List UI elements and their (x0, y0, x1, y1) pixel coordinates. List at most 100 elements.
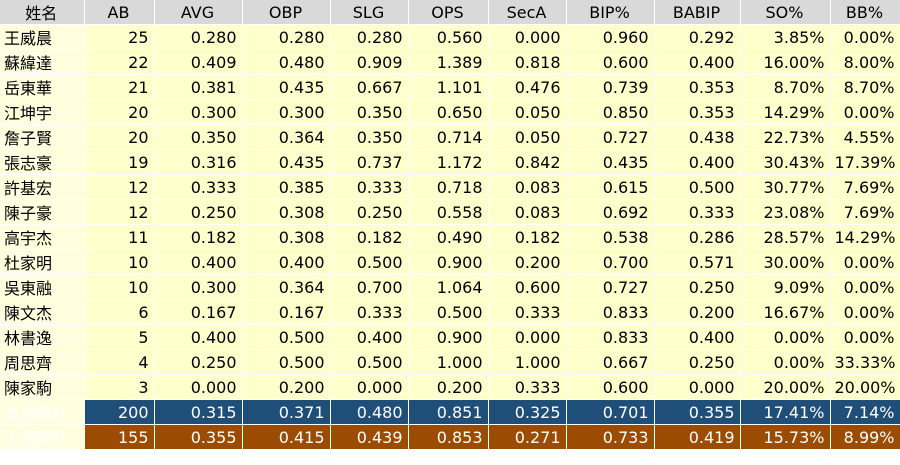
stat-cell-ab: 5 (84, 324, 155, 350)
stat-cell-slg: 0.500 (330, 349, 409, 375)
table-row: 張志豪 19 0.316 0.435 0.737 1.172 0.842 0.435 0.400… (0, 149, 900, 175)
stat-cell-avg: 0.350 (154, 124, 243, 150)
stat-cell-bip: 0.833 (566, 324, 655, 350)
stat-cell-bb: 8.00% (830, 49, 900, 75)
stat-cell-seca: 0.083 (488, 174, 567, 200)
stat-cell-obp: 0.480 (242, 49, 331, 75)
player-name-cell: 高宇杰 (0, 224, 85, 250)
stat-cell-babip: 0.250 (654, 349, 741, 375)
table-row: 陳文杰 6 0.167 0.167 0.333 0.500 0.333 0.833 0.200 1… (0, 299, 900, 325)
stat-cell-so: 28.57% (740, 224, 831, 250)
stat-cell-ops: 0.560 (408, 24, 489, 50)
total-cell-obp: 0.415 (242, 424, 331, 450)
total-cell-bip: 0.701 (566, 399, 655, 425)
stat-cell-obp: 0.300 (242, 99, 331, 125)
stat-cell-so: 9.09% (740, 274, 831, 300)
stat-cell-slg: 0.280 (330, 24, 409, 50)
stat-cell-ab: 4 (84, 349, 155, 375)
stat-cell-so: 22.73% (740, 124, 831, 150)
stat-cell-so: 0.00% (740, 324, 831, 350)
stat-cell-bip: 0.727 (566, 274, 655, 300)
total-cell-ab: 200 (84, 399, 155, 425)
stat-cell-ops: 1.101 (408, 74, 489, 100)
stat-cell-ops: 0.558 (408, 199, 489, 225)
column-header-bip: BIP% (566, 0, 655, 25)
stat-cell-avg: 0.381 (154, 74, 243, 100)
total-cell-babip: 0.419 (654, 424, 741, 450)
stat-cell-so: 16.00% (740, 49, 831, 75)
stat-cell-ops: 0.500 (408, 299, 489, 325)
stat-cell-slg: 0.182 (330, 224, 409, 250)
stat-cell-ops: 0.900 (408, 249, 489, 275)
stat-cell-ab: 12 (84, 199, 155, 225)
stat-cell-so: 8.70% (740, 74, 831, 100)
stat-cell-ops: 0.714 (408, 124, 489, 150)
stat-cell-ops: 1.172 (408, 149, 489, 175)
stat-cell-slg: 0.250 (330, 199, 409, 225)
stat-cell-ab: 10 (84, 274, 155, 300)
total-cell-avg: 0.355 (154, 424, 243, 450)
stat-cell-babip: 0.333 (654, 199, 741, 225)
stat-cell-avg: 0.182 (154, 224, 243, 250)
stat-cell-seca: 0.818 (488, 49, 567, 75)
total-cell-ab: 155 (84, 424, 155, 450)
stat-cell-slg: 0.333 (330, 299, 409, 325)
stat-cell-so: 14.29% (740, 99, 831, 125)
stat-cell-avg: 0.000 (154, 374, 243, 400)
stat-cell-bb: 7.69% (830, 174, 900, 200)
total-cell-bb: 7.14% (830, 399, 900, 425)
player-name-cell: 周思齊 (0, 349, 85, 375)
total-label-cell: 本週總計 (0, 399, 85, 425)
total-cell-slg: 0.439 (330, 424, 409, 450)
stat-cell-ops: 0.490 (408, 224, 489, 250)
stat-cell-obp: 0.200 (242, 374, 331, 400)
total-cell-bip: 0.733 (566, 424, 655, 450)
batting-stats-table: 姓名 AB AVG OBP SLG OPS SecA BIP% BABIP SO% BB% 王威晨 2… (0, 0, 900, 450)
stat-cell-seca: 0.200 (488, 249, 567, 275)
total-cell-obp: 0.371 (242, 399, 331, 425)
stat-cell-bb: 4.55% (830, 124, 900, 150)
stat-cell-babip: 0.400 (654, 149, 741, 175)
stat-cell-ab: 6 (84, 299, 155, 325)
column-header-avg: AVG (154, 0, 243, 25)
stat-cell-slg: 0.667 (330, 74, 409, 100)
stat-cell-ab: 21 (84, 74, 155, 100)
total-row-last-week: 上週總計 155 0.355 0.415 0.439 0.853 0.271 0.733 0.4… (0, 424, 900, 450)
player-name-cell: 吳東融 (0, 274, 85, 300)
stat-cell-so: 30.43% (740, 149, 831, 175)
stat-cell-obp: 0.364 (242, 274, 331, 300)
stat-cell-obp: 0.308 (242, 199, 331, 225)
stat-cell-ab: 19 (84, 149, 155, 175)
stat-cell-bip: 0.538 (566, 224, 655, 250)
table-header-row: 姓名 AB AVG OBP SLG OPS SecA BIP% BABIP SO% BB% (0, 0, 900, 25)
table-row: 詹子賢 20 0.350 0.364 0.350 0.714 0.050 0.727 0.438… (0, 124, 900, 150)
stat-cell-avg: 0.400 (154, 324, 243, 350)
player-name-cell: 王威晨 (0, 24, 85, 50)
stat-cell-obp: 0.280 (242, 24, 331, 50)
column-header-slg: SLG (330, 0, 409, 25)
player-name-cell: 許基宏 (0, 174, 85, 200)
column-header-obp: OBP (242, 0, 331, 25)
stat-cell-seca: 0.476 (488, 74, 567, 100)
total-cell-so: 17.41% (740, 399, 831, 425)
stat-cell-obp: 0.500 (242, 349, 331, 375)
stat-cell-bip: 0.435 (566, 149, 655, 175)
stat-cell-seca: 0.600 (488, 274, 567, 300)
player-name-cell: 蘇緯達 (0, 49, 85, 75)
stat-cell-bb: 20.00% (830, 374, 900, 400)
column-header-name: 姓名 (0, 0, 85, 25)
stat-cell-bip: 0.833 (566, 299, 655, 325)
stat-cell-bip: 0.600 (566, 49, 655, 75)
stat-cell-obp: 0.500 (242, 324, 331, 350)
stat-cell-ops: 1.064 (408, 274, 489, 300)
stat-cell-bb: 17.39% (830, 149, 900, 175)
player-name-cell: 杜家明 (0, 249, 85, 275)
stat-cell-ab: 20 (84, 124, 155, 150)
column-header-seca: SecA (488, 0, 567, 25)
player-name-cell: 陳家駒 (0, 374, 85, 400)
stat-cell-bb: 7.69% (830, 199, 900, 225)
stat-cell-seca: 0.333 (488, 299, 567, 325)
stat-cell-ab: 10 (84, 249, 155, 275)
total-cell-ops: 0.851 (408, 399, 489, 425)
table-row: 林書逸 5 0.400 0.500 0.400 0.900 0.000 0.833 0.400 0… (0, 324, 900, 350)
